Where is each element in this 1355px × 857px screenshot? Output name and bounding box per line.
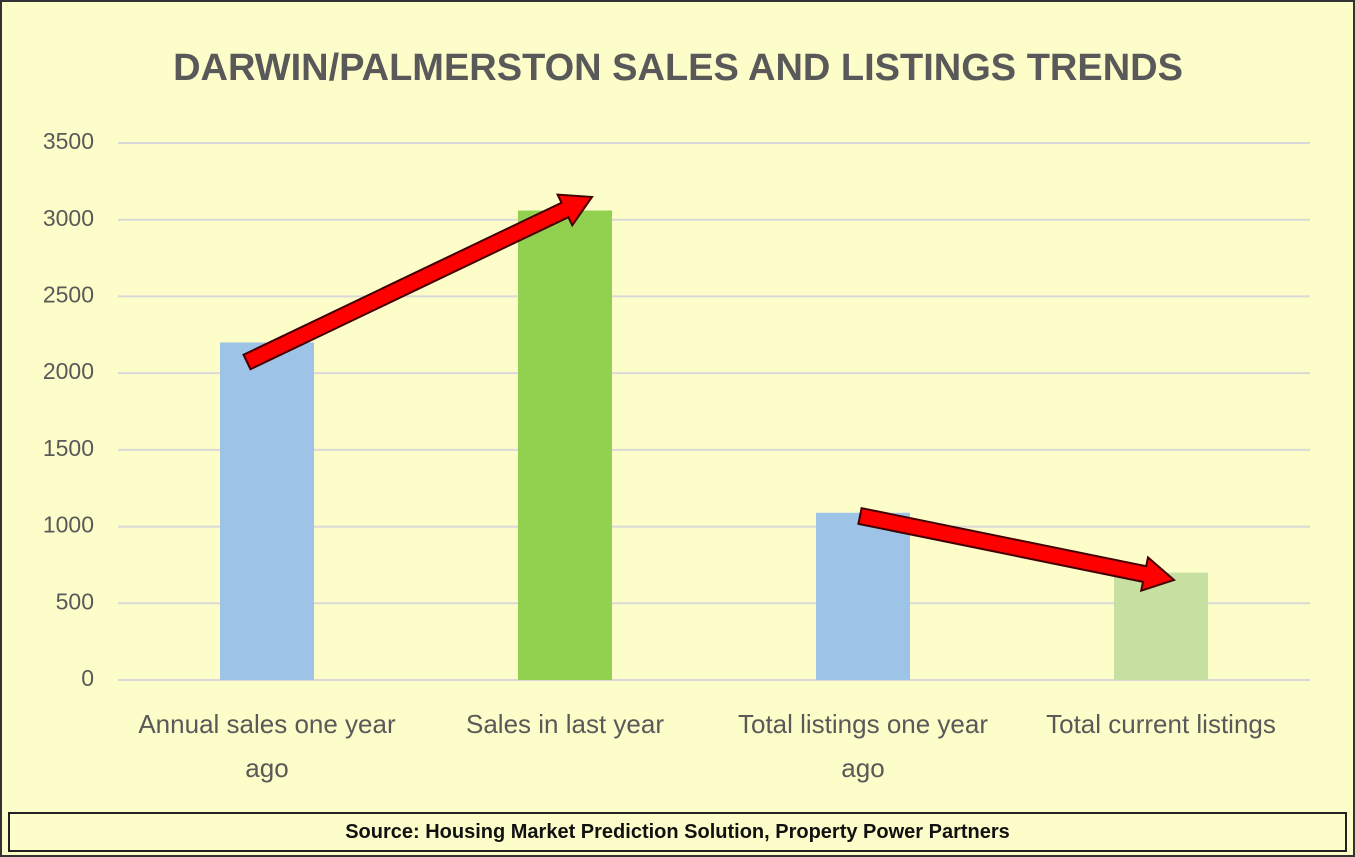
trend-arrow xyxy=(857,506,1176,593)
bar xyxy=(1114,572,1208,680)
chart-title: DARWIN/PALMERSTON SALES AND LISTINGS TRE… xyxy=(173,47,1183,89)
x-tick-label: Total current listings xyxy=(1046,709,1276,739)
bars xyxy=(220,210,1208,680)
y-tick-label: 1000 xyxy=(43,512,94,538)
y-tick-label: 500 xyxy=(56,588,94,614)
x-tick-label: Total listings one year ago xyxy=(737,709,989,783)
y-tick-label: 3500 xyxy=(43,128,94,154)
y-tick-label: 1500 xyxy=(43,435,94,461)
source: Source: Housing Market Prediction Soluti… xyxy=(8,812,1347,852)
y-tick-label: 0 xyxy=(81,665,94,691)
grid: 0 500 1000 1500 2000 2500 3000 3500 xyxy=(43,128,1310,691)
bar xyxy=(220,342,314,680)
y-tick-label: 3000 xyxy=(43,205,94,231)
bar xyxy=(518,210,612,680)
y-tick-label: 2000 xyxy=(43,358,94,384)
arrows xyxy=(242,193,1176,593)
x-tick-label: Annual sales one year ago xyxy=(138,709,396,783)
bar xyxy=(816,512,910,680)
x-tick-label: Sales in last year xyxy=(466,709,664,739)
trend-arrow xyxy=(242,193,594,371)
y-tick-label: 2500 xyxy=(43,282,94,308)
